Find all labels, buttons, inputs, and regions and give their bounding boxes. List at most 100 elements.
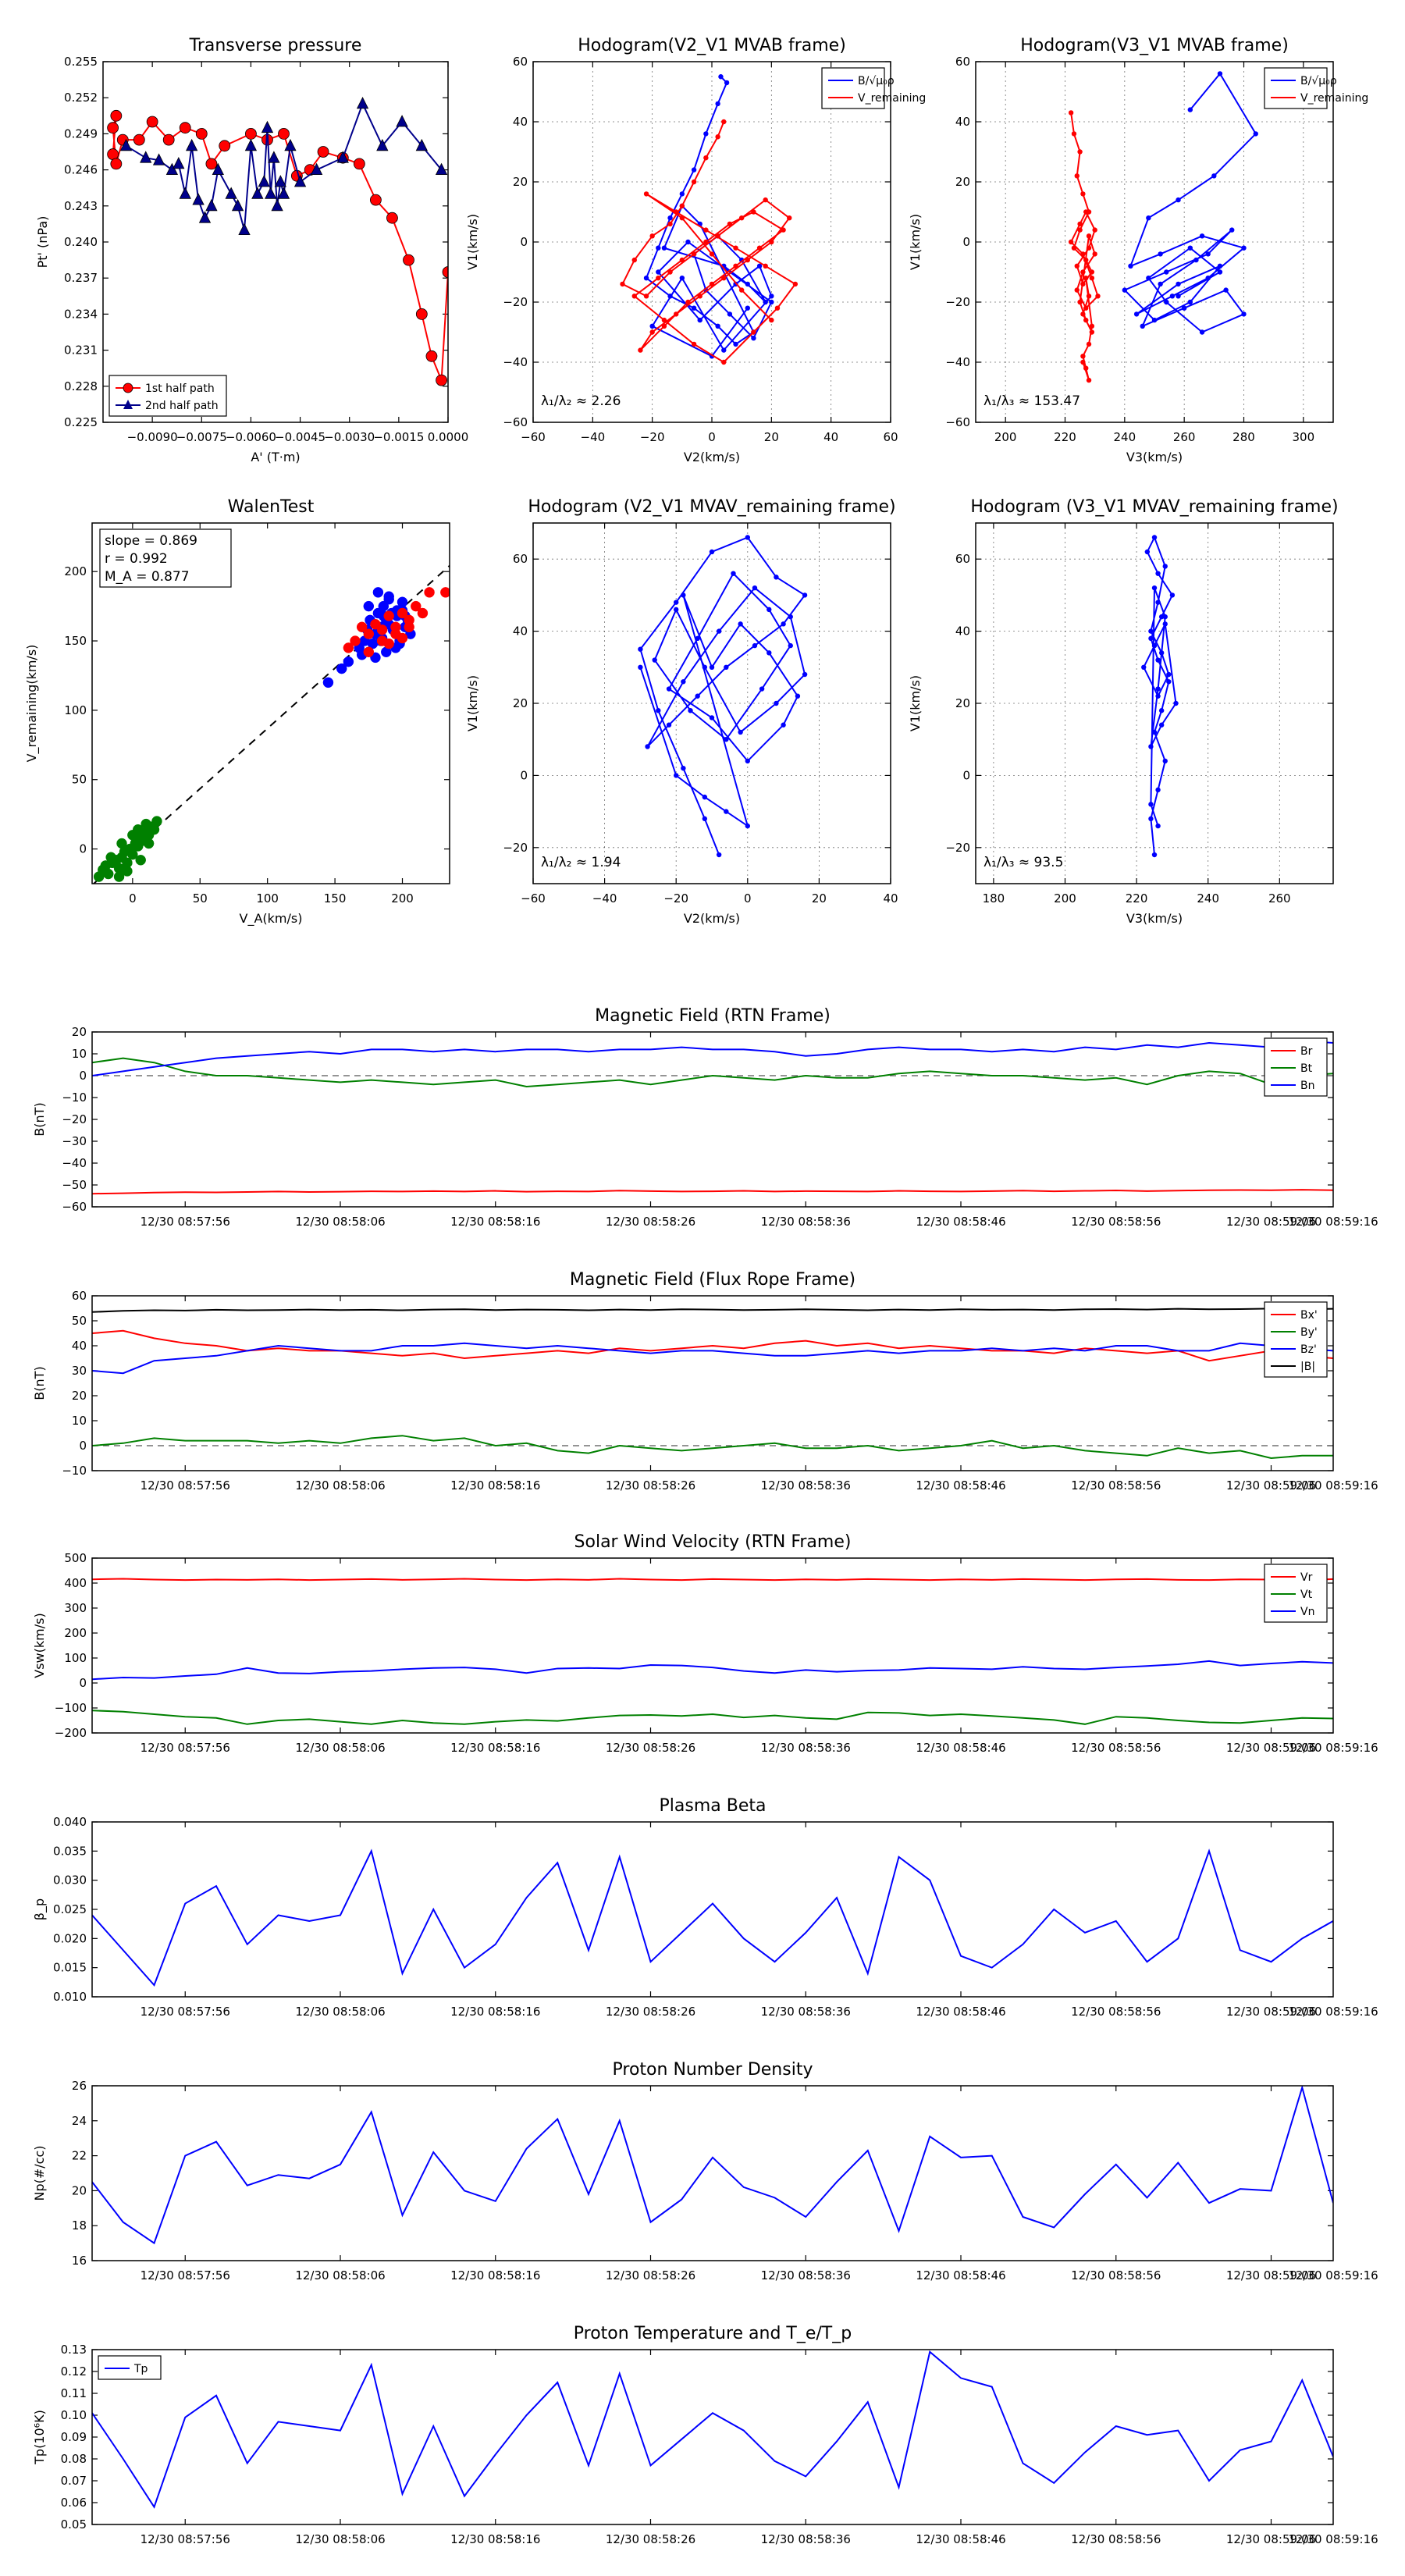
data-point — [1169, 592, 1176, 598]
data-point — [1169, 294, 1176, 299]
series-line — [112, 116, 448, 381]
y-tick-label: 0 — [962, 768, 970, 782]
x-tick-label: 12/30 08:58:56 — [1071, 2532, 1161, 2546]
series-Bn — [92, 1040, 1333, 1076]
series-line — [1123, 72, 1257, 333]
y-tick-label: 0.246 — [64, 163, 98, 177]
data-point — [336, 151, 349, 163]
x-axis-label: A' (T·m) — [251, 450, 300, 464]
annotation-text: λ₁/λ₂ ≈ 1.94 — [541, 855, 621, 870]
data-point — [1092, 251, 1097, 257]
data-point — [1148, 802, 1154, 807]
x-tick-label: 280 — [1232, 430, 1255, 444]
data-point — [703, 131, 709, 137]
x-tick-label: 20 — [764, 430, 779, 444]
y-tick-label: −20 — [62, 1112, 87, 1126]
data-point — [140, 818, 151, 830]
data-point — [631, 294, 637, 299]
data-point — [1158, 281, 1163, 287]
y-tick-label: 0 — [79, 1069, 87, 1083]
x-tick-label: 12/30 08:58:26 — [606, 2532, 695, 2546]
data-point — [745, 535, 750, 540]
data-point — [733, 341, 738, 347]
data-point — [186, 138, 198, 151]
x-tick-label: 12/30 08:58:56 — [1071, 1478, 1161, 1493]
x-tick-label: 200 — [994, 430, 1017, 444]
data-point — [738, 287, 745, 293]
data-point — [1077, 149, 1083, 155]
data-point — [1086, 245, 1092, 251]
x-tick-label: 12/30 08:58:26 — [606, 2268, 695, 2282]
x-tick-label: 12/30 08:58:56 — [1071, 1215, 1161, 1229]
data-point — [133, 133, 145, 146]
data-point — [231, 198, 244, 212]
data-point — [738, 729, 743, 735]
data-point — [756, 263, 763, 269]
y-axis-label: V1(km/s) — [465, 675, 480, 731]
plot-area — [92, 2350, 1333, 2509]
legend-marker — [123, 382, 133, 393]
data-point — [397, 596, 408, 608]
legend: Vr Vt Vn — [1264, 1564, 1328, 1623]
x-tick-label: 12/30 08:58:36 — [761, 1478, 851, 1493]
y-tick-label: 0 — [520, 235, 528, 249]
data-point — [143, 838, 155, 849]
data-point — [1158, 650, 1165, 656]
y-tick-label: 0.035 — [53, 1844, 87, 1858]
y-tick-label: 50 — [72, 773, 87, 787]
data-point — [781, 621, 786, 627]
data-point — [245, 127, 257, 140]
data-point — [649, 233, 655, 239]
data-point — [363, 646, 375, 658]
x-tick-label: 12/30 08:59:16 — [1288, 1478, 1378, 1493]
data-point — [151, 816, 162, 827]
data-point — [1205, 276, 1211, 281]
chart-title: Plasma Beta — [660, 1796, 767, 1816]
x-tick-label: 12/30 08:58:56 — [1071, 1741, 1161, 1755]
data-point — [363, 628, 375, 639]
y-axis-label: Np(#/cc) — [32, 2146, 47, 2201]
x-tick-label: 12/30 08:59:16 — [1288, 2268, 1378, 2282]
series-line — [92, 1848, 1333, 1987]
x-tick-label: 0 — [129, 891, 137, 906]
x-tick-label: 0 — [708, 430, 716, 444]
data-point — [1158, 722, 1165, 728]
data-point — [133, 824, 144, 835]
y-tick-label: 60 — [955, 55, 970, 69]
data-point — [751, 209, 756, 215]
y-tick-label: 0.237 — [64, 271, 98, 285]
data-point — [198, 211, 212, 223]
series-line — [92, 1329, 1333, 1362]
data-point — [1217, 269, 1223, 275]
legend-label: Br — [1300, 1045, 1313, 1058]
data-point — [1187, 299, 1193, 305]
data-point — [1166, 679, 1172, 685]
y-tick-label: 10 — [72, 1414, 87, 1428]
x-tick-label: 12/30 08:58:16 — [450, 1741, 540, 1755]
data-point — [1144, 549, 1151, 555]
series-green — [93, 816, 162, 882]
y-tick-label: 150 — [64, 634, 87, 648]
axes-frame — [975, 522, 1334, 884]
data-point — [727, 311, 733, 317]
series-V — [638, 535, 808, 858]
y-tick-label: 20 — [513, 696, 528, 710]
x-tick-label: 200 — [1054, 891, 1076, 906]
legend: Br Bt Bn — [1264, 1037, 1328, 1097]
y-tick-label: 40 — [513, 624, 528, 639]
series-Tp — [92, 2350, 1333, 2509]
data-point — [165, 162, 179, 176]
series-By' — [92, 1435, 1333, 1460]
x-tick-label: 220 — [1054, 430, 1076, 444]
chart-p1: Transverse pressure 0.225 0.228 0.231 0.234 0… — [35, 36, 468, 464]
data-point — [265, 187, 277, 199]
data-point — [745, 758, 750, 764]
legend: B/√μ₀ρ V_remaining — [821, 67, 926, 109]
legend-label: Bx' — [1300, 1309, 1318, 1322]
chart-title: Hodogram (V2_V1 MVAV_remaining frame) — [528, 497, 895, 517]
data-point — [769, 317, 774, 323]
data-point — [638, 664, 643, 670]
data-point — [674, 209, 679, 215]
x-tick-label: 12/30 08:59:16 — [1288, 1215, 1378, 1229]
x-tick-label: 240 — [1114, 430, 1136, 444]
